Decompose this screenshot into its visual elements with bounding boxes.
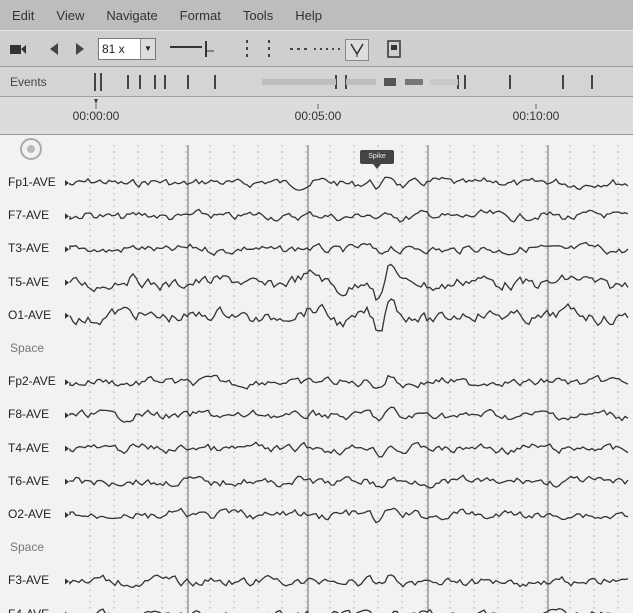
time-label-end: 00:10:00 [512,109,560,123]
print-icon[interactable] [384,39,404,59]
channel-pointer-icon [65,412,69,419]
sensitivity-icon[interactable] [168,39,218,59]
space-label: Space [10,540,45,555]
channel-label[interactable]: Fp2-AVE [8,374,56,389]
channel-pointer-icon [65,512,69,518]
spike-marker[interactable]: Spike [360,150,394,169]
filter-icon[interactable] [288,39,344,59]
menu-bar: Edit View Navigate Format Tools Help [0,0,633,30]
eeg-trace-t6-ave [69,474,629,489]
channel-pointer-icon [65,213,69,220]
time-ruler-ticks [94,99,537,109]
channel-pointer-icon [65,379,69,386]
eeg-trace-f4-ave [72,608,611,613]
eeg-traces [65,145,629,613]
menu-format[interactable]: Format [179,7,221,23]
channel-label[interactable]: O1-AVE [8,307,52,322]
channel-pointer-icon [65,180,69,186]
channel-label[interactable]: F4-AVE [8,607,49,613]
eeg-trace-f8-ave [69,406,629,423]
eeg-trace-t3-ave [69,241,629,257]
montage-icon[interactable] [240,39,280,59]
channel-label[interactable]: F7-AVE [8,208,50,223]
eeg-trace-o1-ave [69,298,629,332]
eeg-trace-o2-ave [69,507,629,524]
eeg-trace-t4-ave [69,441,629,458]
channel-pointer-icon [65,312,69,319]
notch-icon[interactable] [345,39,369,61]
space-label: Space [10,341,45,355]
record-icon[interactable] [8,39,28,59]
time-ruler[interactable]: 00:00:00 00:05:00 00:10:00 [0,97,633,135]
monitor-icon[interactable] [20,138,42,160]
eeg-trace-fp2-ave [69,374,629,390]
channel-pointer-icon [65,478,69,485]
channel-label[interactable]: T3-AVE [8,241,50,256]
channel-label[interactable]: T4-AVE [8,440,50,455]
channel-label[interactable]: F8-AVE [8,407,50,422]
channel-label[interactable]: T5-AVE [8,274,50,289]
eeg-trace-fp1-ave [69,176,629,191]
eeg-trace-area[interactable]: Spike Fp1-AVE F7-AVE T3-AVE T5-AVE O1-AVE Spa… [0,135,633,613]
channel-label[interactable]: Fp1-AVE [8,175,56,189]
menu-edit[interactable]: Edit [12,7,35,23]
next-icon[interactable] [70,39,90,59]
eeg-trace-f7-ave [69,208,629,223]
event-marks [94,73,593,91]
menu-view[interactable]: View [56,7,85,23]
channel-pointer-icon [65,246,69,253]
time-label-mid: 00:05:00 [294,109,342,123]
menu-help[interactable]: Help [295,7,322,23]
events-label: Events [10,75,47,89]
zoom-value: 81 x [102,42,125,56]
toolbar: 81 x ▼ [0,30,633,67]
events-track[interactable]: Events [0,67,633,97]
zoom-select[interactable]: 81 x ▼ [98,38,156,60]
eeg-trace-t5-ave [69,263,629,302]
chevron-down-icon[interactable]: ▼ [140,39,155,59]
channel-pointer-icon [65,279,69,286]
channel-pointer-icon [65,578,69,585]
menu-tools[interactable]: Tools [242,7,274,23]
prev-icon[interactable] [44,39,64,59]
channel-label[interactable]: F3-AVE [8,573,50,588]
menu-navigate[interactable]: Navigate [106,7,158,23]
channel-label[interactable]: O2-AVE [8,507,52,521]
channel-pointer-icon [65,445,69,452]
time-label-start: 00:00:00 [72,109,120,123]
eeg-trace-f3-ave [69,574,629,589]
channel-label[interactable]: T6-AVE [8,473,50,488]
